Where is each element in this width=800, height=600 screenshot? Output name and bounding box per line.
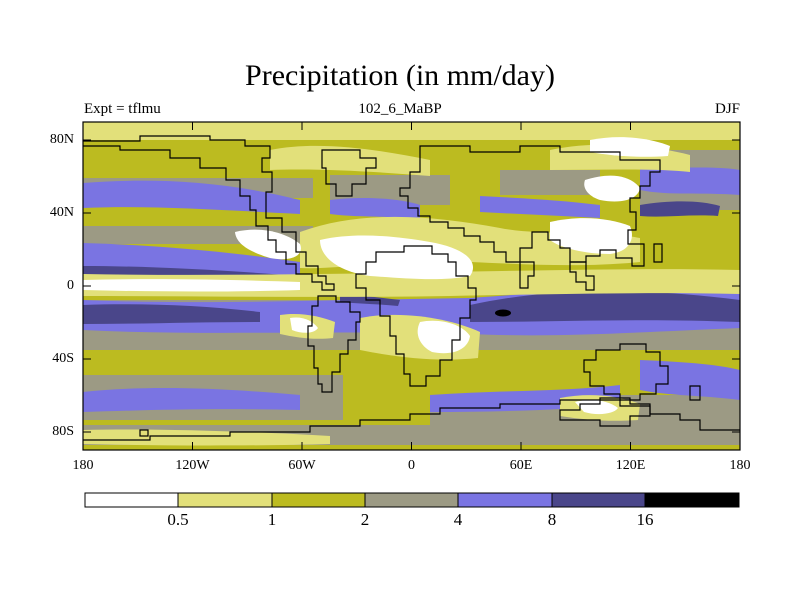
colorbar-label-8: 8 — [547, 510, 557, 529]
lat-label-0: 0 — [67, 278, 74, 293]
colorbar-swatch-5 — [551, 492, 646, 508]
lat-label-40n: 40N — [49, 205, 74, 220]
lon-label-60e: 60E — [509, 458, 533, 473]
lon-label-0: 0 — [408, 458, 415, 473]
lat-ticks — [83, 139, 740, 433]
colorbar-swatch-4 — [457, 492, 553, 508]
colorbar-swatch-0 — [84, 492, 179, 508]
map-title: Precipitation (in mm/day) — [245, 59, 555, 92]
lat-label-40s: 40S — [52, 351, 74, 366]
experiment-label: Expt = tflmu — [84, 101, 161, 117]
colorbar — [84, 492, 740, 508]
colorbar-swatch-3 — [364, 492, 459, 508]
colorbar-label-1: 1 — [267, 510, 277, 529]
colorbar-label-0-5: 0.5 — [167, 510, 189, 529]
colorbar-swatch-2 — [271, 492, 366, 508]
lon-ticks — [82, 122, 741, 450]
lon-label-180w: 180 — [72, 458, 94, 473]
precipitation-field — [83, 122, 740, 450]
lon-label-120w: 120W — [175, 458, 210, 473]
lat-label-80n: 80N — [49, 132, 74, 147]
lat-label-80s: 80S — [52, 424, 74, 439]
time-period-label: 102_6_MaBP — [358, 101, 442, 117]
season-label: DJF — [714, 101, 740, 117]
lon-label-120e: 120E — [615, 458, 646, 473]
colorbar-label-4: 4 — [453, 510, 463, 529]
coastlines — [83, 135, 740, 441]
colorbar-swatch-1 — [177, 492, 273, 508]
colorbar-swatch-6 — [644, 492, 740, 508]
lon-label-180e: 180 — [729, 458, 751, 473]
lon-label-60w: 60W — [288, 458, 316, 473]
colorbar-label-16: 16 — [636, 510, 654, 529]
colorbar-label-2: 2 — [360, 510, 370, 529]
